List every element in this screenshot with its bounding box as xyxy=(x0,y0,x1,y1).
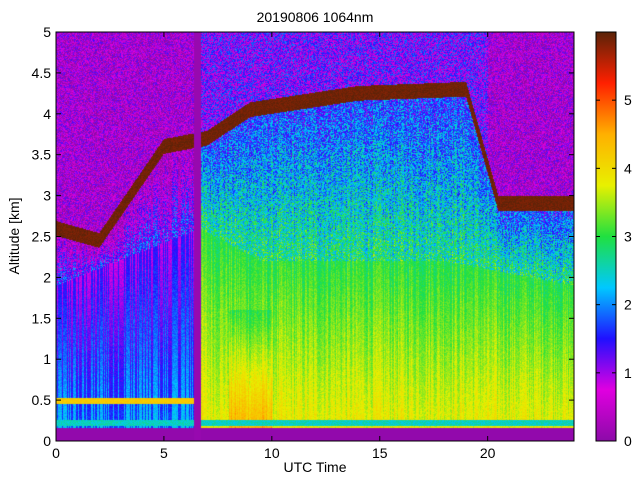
y-tick-label: 4 xyxy=(43,106,51,122)
y-tick-label: 4.5 xyxy=(32,65,52,81)
colorbar-tick-label: 4 xyxy=(624,160,632,176)
y-tick-label: 3.5 xyxy=(32,147,52,163)
y-tick-label: 1.5 xyxy=(32,310,52,326)
chart-title: 20190806 1064nm xyxy=(257,9,374,25)
heatmap-area xyxy=(55,31,575,442)
y-tick-label: 2 xyxy=(43,269,51,285)
colorbar-tick-label: 3 xyxy=(624,229,632,245)
colorbar-tick-label: 5 xyxy=(624,92,632,108)
x-tick-label: 10 xyxy=(264,445,280,461)
x-tick-label: 20 xyxy=(480,445,496,461)
y-axis-label: Altitude [km] xyxy=(6,197,22,274)
x-tick-label: 0 xyxy=(52,445,60,461)
x-tick-label: 5 xyxy=(160,445,168,461)
x-axis-label: UTC Time xyxy=(284,459,347,475)
colorbar-tick-label: 0 xyxy=(624,433,632,449)
y-tick-label: 0 xyxy=(43,433,51,449)
heatmap-image xyxy=(56,32,574,441)
colorbar-ticks: 0 1 2 3 4 5 xyxy=(596,92,632,449)
y-tick-label: 1 xyxy=(43,351,51,367)
x-tick-label: 15 xyxy=(372,445,388,461)
colorbar-tick-label: 2 xyxy=(624,297,632,313)
y-tick-label: 3 xyxy=(43,188,51,204)
y-tick-label: 0.5 xyxy=(32,392,52,408)
colorbar-tick-label: 1 xyxy=(624,365,632,381)
x-axis: 0 5 10 15 20 xyxy=(52,32,496,461)
y-tick-label: 2.5 xyxy=(32,229,52,245)
y-tick-label: 5 xyxy=(43,24,51,40)
y-axis: 0 0.5 1 1.5 2 2.5 3 3.5 4 4.5 5 xyxy=(32,24,574,449)
